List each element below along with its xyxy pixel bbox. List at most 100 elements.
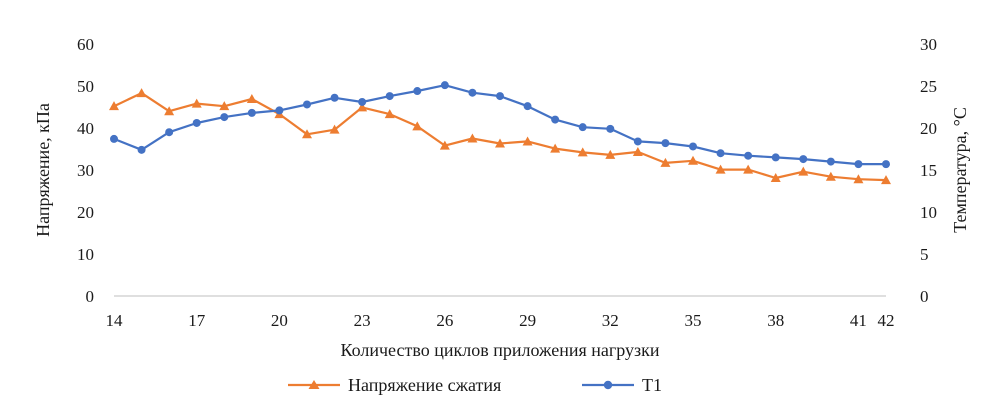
y2-tick-label: 15: [920, 161, 937, 180]
data-point: [632, 146, 643, 156]
x-tick-label: 41: [850, 311, 867, 330]
data-point: [688, 155, 698, 165]
data-point: [715, 164, 726, 174]
data-point: [357, 102, 368, 112]
data-point: [606, 124, 615, 133]
data-point: [137, 145, 146, 154]
data-point: [329, 124, 340, 134]
x-tick-label: 17: [188, 311, 206, 330]
data-point: [578, 123, 587, 132]
y-axis-title: Напряжение, кПа: [33, 103, 53, 237]
x-tick-label: 26: [436, 311, 453, 330]
data-point: [881, 175, 891, 185]
series-t1: [110, 81, 890, 169]
y-axis-ticks: 0 10 20 30 40 50 60: [77, 35, 94, 306]
x-tick-label: 32: [602, 311, 619, 330]
data-point: [522, 136, 533, 146]
y2-axis-title: Температура, °С: [950, 107, 970, 233]
y-tick-label: 0: [86, 287, 95, 306]
data-point: [495, 138, 505, 148]
y-tick-label: 40: [77, 119, 94, 138]
legend-item-t1: T1: [582, 375, 662, 395]
y-tick-label: 50: [77, 77, 94, 96]
legend-marker-t1: [603, 380, 613, 390]
x-tick-label: 29: [519, 311, 536, 330]
data-point: [551, 115, 560, 124]
data-point: [192, 118, 201, 127]
data-point: [496, 92, 504, 101]
data-point: [799, 155, 808, 164]
data-point: [191, 98, 202, 108]
y2-tick-label: 10: [920, 203, 937, 222]
x-axis-ticks: 14 17 20 23 26 29 32 35 38 41 42: [106, 311, 895, 330]
y2-axis-ticks: 0 5 10 15 20 25 30: [920, 35, 937, 306]
legend-marker-stress: [308, 380, 320, 389]
y-tick-label: 10: [77, 245, 94, 264]
y2-tick-label: 25: [920, 77, 937, 96]
data-point: [302, 129, 312, 139]
data-point: [744, 151, 753, 160]
data-point: [770, 172, 781, 182]
data-point: [413, 87, 422, 96]
data-point: [136, 88, 147, 98]
data-point: [220, 113, 229, 122]
data-point: [164, 106, 175, 116]
data-point: [743, 164, 754, 174]
data-point: [109, 101, 119, 111]
data-point: [358, 97, 367, 106]
data-point: [384, 109, 395, 119]
legend-label-t1: T1: [642, 375, 662, 395]
data-point: [275, 106, 284, 115]
data-point: [826, 157, 835, 166]
series-line: [113, 91, 887, 182]
plot-area: 14 17 20 23 26 29 32 35 38 41 42 0 10 20 30 40 50 60 0 5 1…: [77, 35, 937, 330]
data-point: [605, 149, 616, 159]
data-point: [854, 160, 863, 169]
y-tick-label: 30: [77, 161, 94, 180]
y2-tick-label: 5: [920, 245, 929, 264]
legend-label-stress: Напряжение сжатия: [348, 375, 501, 395]
data-point: [439, 140, 450, 150]
data-point: [882, 160, 890, 169]
data-point: [853, 174, 864, 184]
series-stress: [109, 88, 891, 185]
x-tick-label: 35: [685, 311, 702, 330]
data-point: [523, 102, 532, 111]
data-point: [689, 142, 697, 151]
data-point: [660, 157, 671, 167]
data-point: [825, 171, 836, 181]
data-point: [303, 100, 311, 109]
data-point: [219, 101, 230, 111]
y2-tick-label: 0: [920, 287, 929, 306]
x-tick-label: 23: [354, 311, 371, 330]
data-point: [440, 81, 449, 90]
data-point: [468, 88, 477, 97]
x-axis-title: Количество циклов приложения нагрузки: [341, 340, 660, 360]
data-point: [247, 108, 256, 117]
x-tick-label: 38: [767, 311, 784, 330]
data-point: [550, 143, 561, 153]
x-tick-label: 14: [106, 311, 124, 330]
y-tick-label: 60: [77, 35, 94, 54]
legend: Напряжение сжатия T1: [288, 375, 662, 395]
data-point: [798, 166, 809, 176]
x-tick-label: 20: [271, 311, 288, 330]
data-point: [110, 134, 118, 143]
data-point: [385, 92, 394, 101]
series-layer: [109, 81, 891, 185]
data-point: [771, 153, 780, 162]
y2-tick-label: 30: [920, 35, 937, 54]
legend-item-stress: Напряжение сжатия: [288, 375, 501, 395]
data-point: [467, 133, 478, 143]
data-point: [246, 94, 257, 104]
data-point: [661, 139, 670, 148]
data-point: [633, 137, 642, 146]
data-point: [577, 147, 588, 157]
data-point: [165, 128, 174, 137]
y-tick-label: 20: [77, 203, 94, 222]
data-point: [716, 149, 725, 158]
data-point: [412, 121, 423, 131]
data-point: [330, 93, 339, 102]
x-tick-label: 42: [878, 311, 895, 330]
